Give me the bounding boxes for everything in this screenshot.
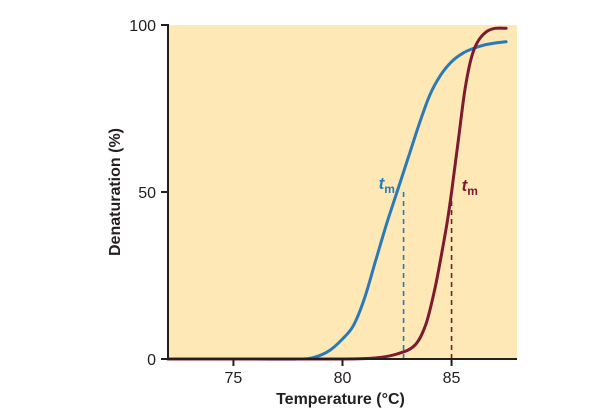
y-tick-label: 0 [147,352,156,369]
y-axis-title: Denaturation (%) [107,128,124,256]
tm-label-subscript-1: m [384,182,395,196]
y-tick-label: 50 [138,185,156,202]
tm-label-subscript-2: m [467,184,478,198]
y-tick-label: 100 [129,18,156,35]
x-tick-label: 85 [443,370,461,387]
plot-background [168,25,517,359]
x-tick-label: 80 [334,370,352,387]
x-tick-label: 75 [225,370,243,387]
x-axis-title: Temperature (°C) [276,391,405,408]
axes-group: 75 80 85 0 50 100 [129,18,517,387]
